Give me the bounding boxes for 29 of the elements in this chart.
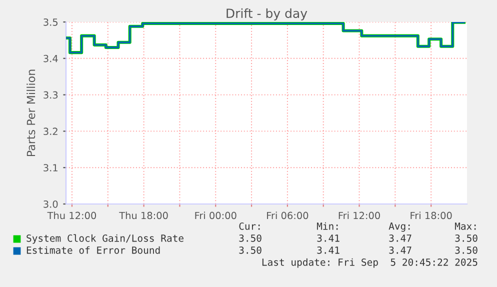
y-tick-label: 3.5 bbox=[44, 18, 58, 26]
x-tick-label: Fri 18:00 bbox=[410, 212, 452, 220]
text: 3.41 bbox=[317, 246, 340, 254]
x-tick-label: Thu 12:00 bbox=[47, 212, 96, 220]
text: 3.50 bbox=[239, 234, 262, 242]
text: Max: bbox=[454, 222, 476, 230]
text: Min: bbox=[316, 222, 338, 230]
x-tick-label: Fri 06:00 bbox=[267, 212, 308, 220]
legend-label: Estimate of Error Bound bbox=[26, 246, 160, 254]
chart-title: Drift - by day bbox=[226, 8, 308, 20]
text: 3.50 bbox=[455, 234, 478, 242]
y-tick-label: 3.4 bbox=[44, 54, 58, 62]
y-axis-title: Parts Per Million bbox=[26, 70, 36, 156]
legend-label: System Clock Gain/Loss Rate bbox=[26, 234, 184, 244]
text: Avg: bbox=[388, 222, 410, 232]
text: 3.41 bbox=[317, 234, 340, 242]
x-tick-label: Fri 00:00 bbox=[195, 212, 236, 220]
y-tick-label: 3.1 bbox=[44, 164, 58, 172]
y-tick-label: 3.3 bbox=[44, 91, 58, 99]
text: Last update: Fri Sep 5 20:45:22 2025 bbox=[262, 258, 478, 268]
text: 3.50 bbox=[239, 246, 262, 254]
x-tick-label: Thu 18:00 bbox=[119, 212, 168, 220]
text: 3.50 bbox=[455, 246, 478, 254]
text: Cur: bbox=[239, 222, 260, 230]
x-tick-label: Fri 12:00 bbox=[338, 212, 380, 220]
y-tick-label: 3.0 bbox=[44, 200, 58, 208]
y-tick-label: 3.2 bbox=[44, 128, 58, 136]
text: 3.47 bbox=[389, 234, 412, 242]
text: 3.47 bbox=[389, 246, 412, 254]
